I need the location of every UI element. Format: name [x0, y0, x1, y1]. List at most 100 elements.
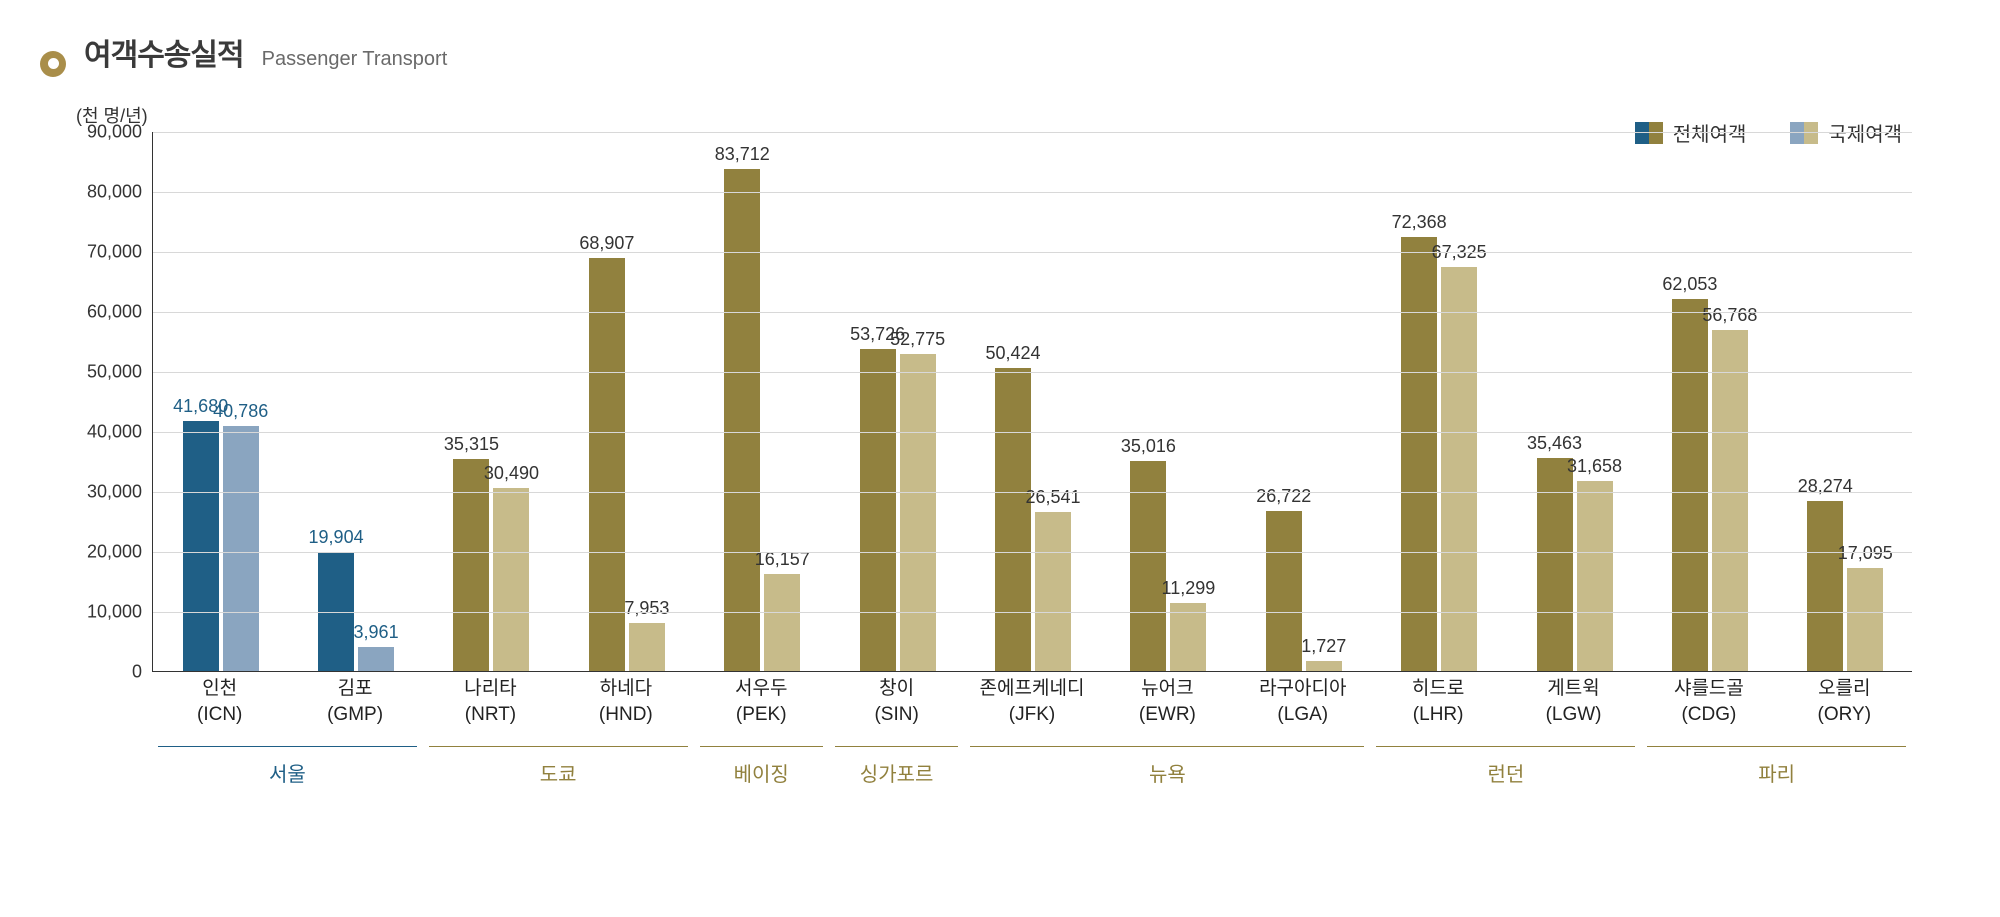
city-label: 뉴욕: [1149, 758, 1186, 787]
bar-total: 62,053: [1672, 299, 1708, 671]
y-tick: 20,000: [42, 542, 142, 563]
bar-intl: 17,095: [1847, 568, 1883, 671]
bar-value: 11,299: [1162, 578, 1216, 603]
y-tick: 40,000: [42, 422, 142, 443]
gridline: [153, 492, 1912, 493]
bar-value: 30,490: [484, 463, 539, 488]
bar-value: 1,727: [1301, 636, 1346, 661]
bar-group: 28,27417,095: [1807, 501, 1883, 671]
bar-intl: 11,299: [1170, 603, 1206, 671]
y-tick: 60,000: [42, 302, 142, 323]
bar-value: 35,016: [1121, 436, 1176, 461]
bar-group: 53,72652,775: [860, 349, 936, 671]
city-label: 파리: [1758, 758, 1795, 787]
city-label: 도쿄: [540, 758, 577, 787]
x-label: 인천(ICN): [197, 676, 242, 727]
bar-total: 83,712: [724, 169, 760, 671]
city-label: 베이징: [734, 758, 789, 787]
city-label: 런던: [1487, 758, 1524, 787]
chart-header: 여객수송실적 Passenger Transport: [40, 30, 1960, 74]
gridline: [153, 432, 1912, 433]
bar-value: 17,095: [1838, 543, 1893, 568]
y-axis: 010,00020,00030,00040,00050,00060,00070,…: [40, 132, 150, 672]
bar-value: 62,053: [1662, 274, 1717, 299]
bar-total: 72,368: [1401, 237, 1437, 671]
gridline: [153, 192, 1912, 193]
bar-value: 26,722: [1256, 486, 1311, 511]
chart-container: (천 명/년) 010,00020,00030,00040,00050,0006…: [40, 102, 1940, 832]
bar-value: 3,961: [354, 622, 399, 647]
x-label: 라구아디아(LGA): [1259, 676, 1346, 727]
x-label: 김포(GMP): [327, 676, 383, 727]
x-label: 오를리(ORY): [1818, 676, 1871, 727]
bars-layer: 41,68040,78619,9043,96135,31530,49068,90…: [153, 132, 1912, 671]
x-label: 뉴어크(EWR): [1139, 676, 1196, 727]
bar-intl: 26,541: [1035, 512, 1071, 671]
bar-value: 83,712: [715, 144, 770, 169]
city-divider: [970, 746, 1364, 747]
bar-value: 35,463: [1527, 433, 1582, 458]
bar-group: 26,722 1,727: [1266, 511, 1342, 671]
city-divider: [1647, 746, 1906, 747]
bar-intl: 67,325: [1441, 267, 1477, 671]
bar-group: 62,05356,768: [1672, 299, 1748, 671]
city-divider: [835, 746, 958, 747]
bar-intl: 16,157: [764, 574, 800, 671]
y-tick: 80,000: [42, 182, 142, 203]
bar-value: 35,315: [444, 434, 499, 459]
bullet-icon: [40, 51, 66, 77]
bar-total: 50,424: [995, 368, 1031, 671]
bar-group: 50,42426,541: [995, 368, 1071, 671]
bar-value: 7,953: [624, 598, 669, 623]
city-divider: [158, 746, 417, 747]
city-label: 싱가포르: [860, 758, 934, 787]
bar-intl: 3,961: [358, 647, 394, 671]
bar-group: 83,71216,157: [724, 169, 800, 671]
bar-value: 68,907: [579, 233, 634, 258]
bar-value: 50,424: [985, 343, 1040, 368]
bar-total: 28,274: [1807, 501, 1843, 671]
bar-value: 67,325: [1432, 242, 1487, 267]
bar-intl: 7,953: [629, 623, 665, 671]
bar-group: 35,31530,490: [453, 459, 529, 671]
bar-value: 26,541: [1025, 487, 1080, 512]
bar-group: 68,9077,953: [589, 258, 665, 671]
city-divider: [700, 746, 823, 747]
bar-total: 35,315: [453, 459, 489, 671]
bar-total: 41,680: [183, 421, 219, 671]
bar-total: 26,722: [1266, 511, 1302, 671]
gridline: [153, 552, 1912, 553]
city-row: 서울 도쿄 베이징 싱가포르 뉴욕 런던 파리: [152, 752, 1912, 800]
bar-group: 35,46331,658: [1537, 458, 1613, 671]
x-label: 나리타(NRT): [464, 676, 516, 727]
bar-total: 68,907: [589, 258, 625, 671]
y-tick: 0: [42, 662, 142, 683]
gridline: [153, 252, 1912, 253]
bar-value: 19,904: [309, 527, 364, 552]
y-tick: 70,000: [42, 242, 142, 263]
bar-intl: 1,727: [1306, 661, 1342, 671]
bar-group: 72,36867,325: [1401, 237, 1477, 671]
gridline: [153, 612, 1912, 613]
gridline: [153, 312, 1912, 313]
y-tick: 50,000: [42, 362, 142, 383]
x-label: 하네다(HND): [599, 676, 653, 727]
y-tick: 10,000: [42, 602, 142, 623]
title-korean: 여객수송실적: [84, 30, 244, 74]
bar-value: 40,786: [213, 401, 268, 426]
bar-group: 41,68040,786: [183, 421, 259, 671]
bar-value: 31,658: [1567, 456, 1622, 481]
x-label: 샤를드골(CDG): [1674, 676, 1744, 727]
gridline: [153, 132, 1912, 133]
title-english: Passenger Transport: [262, 48, 448, 71]
city-divider: [429, 746, 688, 747]
bar-intl: 52,775: [900, 354, 936, 671]
bar-total: 53,726: [860, 349, 896, 671]
x-label: 히드로(LHR): [1412, 676, 1464, 727]
city-label: 서울: [269, 758, 306, 787]
plot-area: 전체여객 국제여객 41,68040,78619,9043,96135,3153…: [152, 132, 1912, 672]
bar-total: 35,463: [1537, 458, 1573, 671]
bar-value: 56,768: [1702, 305, 1757, 330]
bar-intl: 31,658: [1577, 481, 1613, 671]
bar-value: 52,775: [890, 329, 945, 354]
